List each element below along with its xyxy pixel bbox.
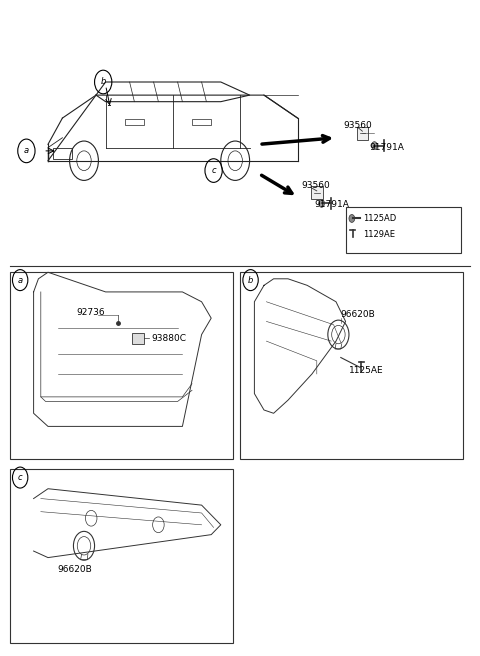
Text: 93560: 93560 [301, 181, 330, 190]
Bar [346, 207, 461, 253]
Text: 93880C: 93880C [151, 334, 186, 343]
Text: a: a [18, 276, 23, 285]
Bar [311, 186, 323, 199]
Text: c: c [18, 473, 23, 482]
Text: 96620B: 96620B [341, 310, 375, 319]
Text: b: b [100, 77, 106, 87]
Text: 93560: 93560 [343, 121, 372, 131]
Text: 91791A: 91791A [314, 200, 349, 209]
Circle shape [319, 199, 324, 207]
Text: b: b [248, 276, 253, 285]
Text: 1129AE: 1129AE [363, 230, 396, 239]
Text: 1125AD: 1125AD [363, 214, 396, 223]
Text: 1125AE: 1125AE [349, 366, 384, 375]
Bar [10, 272, 233, 459]
Text: 96620B: 96620B [57, 565, 92, 574]
Circle shape [372, 142, 377, 150]
Text: 91791A: 91791A [370, 143, 405, 152]
Text: a: a [24, 146, 29, 155]
Text: c: c [211, 166, 216, 175]
Bar [357, 127, 368, 140]
Bar [132, 333, 144, 344]
Bar [192, 119, 211, 125]
Bar [125, 119, 144, 125]
Bar [240, 272, 463, 459]
Bar [53, 148, 72, 159]
Text: 92736: 92736 [77, 308, 106, 318]
Circle shape [349, 215, 355, 222]
Bar [10, 469, 233, 643]
